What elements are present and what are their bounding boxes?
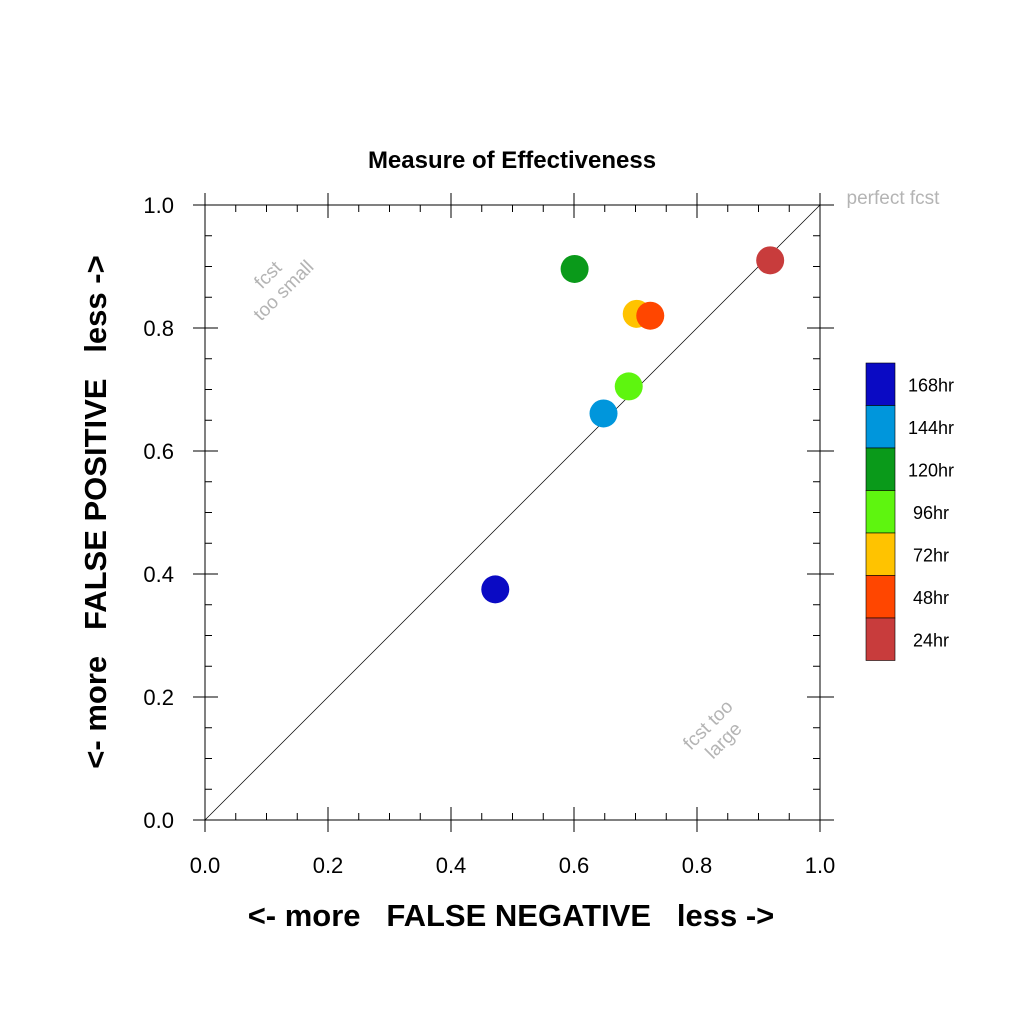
x-tick-label: 0.6: [559, 853, 590, 878]
x-tick-label: 0.4: [436, 853, 467, 878]
legend-label-72hr: 72hr: [913, 545, 949, 565]
data-point-96hr: [614, 372, 643, 401]
chart-title: Measure of Effectiveness: [368, 147, 656, 174]
y-tick-label: 1.0: [143, 193, 174, 218]
data-point-168hr: [481, 575, 510, 604]
x-tick-label: 0.8: [682, 853, 713, 878]
y-tick-label: 0.4: [143, 562, 174, 587]
legend-label-24hr: 24hr: [913, 630, 949, 650]
legend-label-48hr: 48hr: [913, 588, 949, 608]
legend-swatch-48hr: [865, 575, 896, 619]
x-axis-title: <- more FALSE NEGATIVE less ->: [248, 898, 775, 933]
legend-swatch-120hr: [865, 447, 896, 491]
perfect-forecast-line: [204, 204, 821, 821]
too-small-line2: too small: [250, 257, 319, 326]
perfect-forecast-label: perfect fcst: [847, 188, 941, 209]
legend-label-168hr: 168hr: [908, 375, 954, 395]
y-tick-label: 0.6: [143, 439, 174, 464]
legend-label-96hr: 96hr: [913, 503, 949, 523]
legend-label-120hr: 120hr: [908, 460, 954, 480]
data-point-48hr: [636, 301, 665, 330]
too-small-annotation: fcst too small: [250, 257, 319, 326]
data-point-120hr: [560, 254, 589, 283]
y-tick-label: 0.8: [143, 316, 174, 341]
legend-swatch-96hr: [865, 490, 896, 534]
x-tick-label: 0.2: [313, 853, 344, 878]
data-point-24hr: [756, 246, 785, 275]
y-tick-label: 0.0: [143, 808, 174, 833]
legend-swatch-72hr: [865, 532, 896, 576]
legend-swatch-144hr: [865, 405, 896, 449]
y-tick-label: 0.2: [143, 685, 174, 710]
y-axis-title: <- more FALSE POSITIVE less ->: [78, 255, 113, 768]
legend-swatch-24hr: [865, 617, 896, 661]
x-tick-label: 1.0: [805, 853, 836, 878]
legend: 168hr 144hr 120hr 96hr 72hr 48hr 24hr: [865, 362, 954, 661]
legend-swatch-168hr: [865, 362, 896, 406]
data-point-144hr: [589, 399, 618, 428]
plot-area: 0.0 0.2 0.4 0.6 0.8 1.0 0.0 0.2 0.4 0.6 0.8 1.0: [143, 193, 835, 878]
x-tick-label: 0.0: [190, 853, 221, 878]
too-large-annotation: fcst too large: [679, 696, 746, 763]
legend-label-144hr: 144hr: [908, 418, 954, 438]
